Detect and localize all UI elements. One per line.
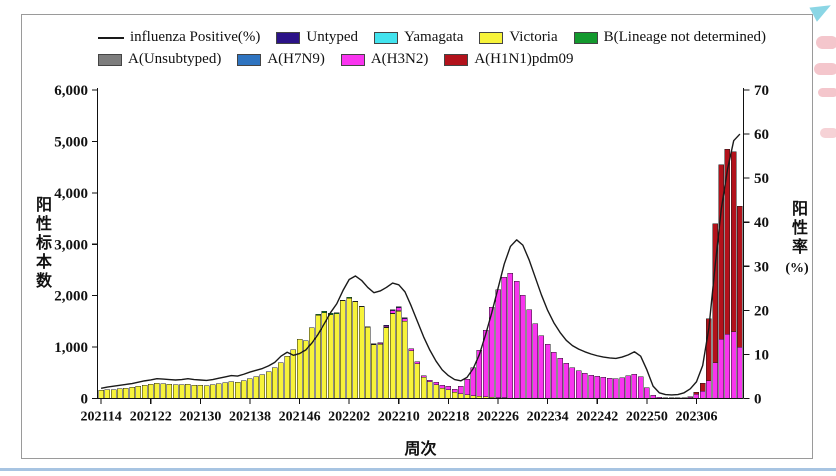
legend-item-a-h7n9: A(H7N9) <box>237 51 325 68</box>
legend-swatch-influenza-positive-line-icon <box>98 36 124 39</box>
svg-text:1,000: 1,000 <box>54 340 88 356</box>
right-axis-title-text: 阳性率 <box>789 200 806 257</box>
left-axis-title: 阳性标本数 <box>33 196 50 291</box>
svg-text:202130: 202130 <box>179 410 221 425</box>
svg-text:30: 30 <box>754 259 769 275</box>
legend-swatch-victoria <box>479 31 504 44</box>
legend-label-untyped: Untyped <box>306 29 359 45</box>
legend-label-influenza-positive: influenza Positive(%) <box>130 29 261 45</box>
svg-text:202226: 202226 <box>477 410 519 425</box>
legend-label-b-lineage-nd: B(Lineage not determined) <box>603 29 767 45</box>
svg-text:20: 20 <box>754 303 769 319</box>
bottom-accent-line <box>0 468 836 471</box>
legend-swatch-a-unsubtyped <box>98 53 122 66</box>
legend-label-victoria: Victoria <box>509 29 558 45</box>
legend-item-untyped: Untyped <box>276 29 358 46</box>
svg-text:202250: 202250 <box>626 410 668 425</box>
svg-text:202234: 202234 <box>527 410 569 425</box>
svg-text:202242: 202242 <box>576 410 618 425</box>
legend-label-a-unsubtyped: A(Unsubtyped) <box>128 51 222 67</box>
svg-text:6,000: 6,000 <box>54 83 88 99</box>
svg-text:5,000: 5,000 <box>54 134 88 150</box>
svg-text:40: 40 <box>754 215 769 231</box>
svg-text:202114: 202114 <box>80 410 121 425</box>
legend-item-influenza-positive: influenza Positive(%) <box>98 29 260 46</box>
svg-text:60: 60 <box>754 127 769 143</box>
legend-item-victoria: Victoria <box>479 29 558 46</box>
legend-swatch-a-h1n1pdm09 <box>444 53 469 66</box>
svg-text:4,000: 4,000 <box>54 186 88 202</box>
legend-item-a-h1n1pdm09: A(H1N1)pdm09 <box>444 51 573 68</box>
legend-item-a-h3n2: A(H3N2) <box>340 51 429 68</box>
svg-text:50: 50 <box>754 171 769 187</box>
right-axis-title-unit: (%) <box>785 261 809 276</box>
legend-swatch-b-lineage-nd <box>573 31 598 44</box>
svg-text:202202: 202202 <box>328 410 370 425</box>
legend-label-a-h7n9: A(H7N9) <box>267 51 325 67</box>
legend-item-a-unsubtyped: A(Unsubtyped) <box>98 51 221 68</box>
legend-label-yamagata: Yamagata <box>404 29 464 45</box>
legend-swatch-a-h3n2 <box>340 53 365 66</box>
svg-text:202218: 202218 <box>427 410 469 425</box>
legend-swatch-yamagata <box>374 31 399 44</box>
svg-text:202138: 202138 <box>229 410 271 425</box>
legend-swatch-a-h7n9 <box>237 53 262 66</box>
legend-item-b-lineage-nd: B(Lineage not determined) <box>573 29 767 46</box>
legend-row-1: influenza Positive(%) Untyped Yamagata Vict… <box>98 29 766 46</box>
svg-text:202122: 202122 <box>130 410 172 425</box>
svg-text:10: 10 <box>754 347 769 363</box>
legend-label-a-h3n2: A(H3N2) <box>370 51 429 67</box>
svg-text:202146: 202146 <box>279 410 321 425</box>
legend-item-yamagata: Yamagata <box>374 29 463 46</box>
legend-label-a-h1n1pdm09: A(H1N1)pdm09 <box>474 51 574 67</box>
legend-row-2: A(Unsubtyped) A(H7N9) A(H3N2) A(H1N1)pdm09 <box>98 51 573 68</box>
right-axis-title: 阳性率 (%) <box>784 200 810 277</box>
svg-text:0: 0 <box>754 392 762 408</box>
svg-text:0: 0 <box>81 392 89 408</box>
x-axis-title: 周次 <box>404 441 437 458</box>
svg-text:3,000: 3,000 <box>54 237 88 253</box>
svg-text:202210: 202210 <box>378 410 420 425</box>
legend-swatch-untyped <box>276 31 301 44</box>
svg-text:2,000: 2,000 <box>54 289 88 305</box>
svg-text:202306: 202306 <box>675 410 717 425</box>
svg-text:70: 70 <box>754 83 769 99</box>
